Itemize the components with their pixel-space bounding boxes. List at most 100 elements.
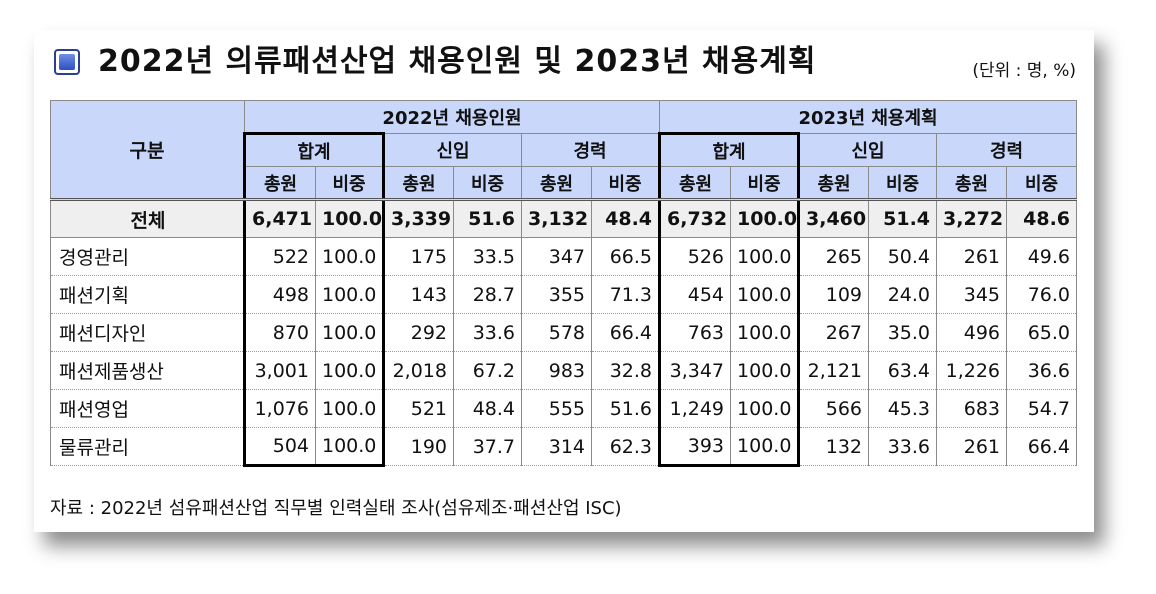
cell-count: 393: [658, 427, 732, 467]
cell-count: 526: [658, 237, 732, 276]
cell-count: 3,001: [243, 351, 316, 390]
cell-ratio: 35.0: [868, 313, 938, 352]
header-col-count: 총원: [383, 166, 454, 200]
cell-count: 355: [521, 275, 592, 314]
cell-ratio: 66.4: [590, 313, 661, 352]
header-col-count: 총원: [521, 166, 592, 200]
cell-ratio: 24.0: [868, 275, 938, 314]
cell-ratio: 100.0: [730, 237, 801, 276]
cell-count: 345: [936, 275, 1008, 314]
cell-count: 314: [521, 427, 592, 466]
cell-count: 2,018: [383, 351, 454, 390]
cell-count: 265: [798, 237, 870, 276]
header-col-count: 총원: [798, 166, 870, 200]
cell-ratio: 100.0: [730, 198, 801, 238]
cell-ratio: 36.6: [1006, 351, 1078, 390]
cell-count: 683: [936, 389, 1008, 428]
cell-ratio: 76.0: [1006, 275, 1078, 314]
cell-count: 261: [936, 237, 1008, 276]
cell-ratio: 51.4: [868, 198, 938, 238]
cell-ratio: 32.8: [590, 351, 661, 390]
cell-ratio: 33.6: [868, 427, 938, 466]
cell-ratio: 100.0: [730, 275, 801, 314]
header-group-2022: 2022년 채용인원: [243, 100, 661, 134]
cell-count: 132: [798, 427, 870, 466]
cell-ratio: 100.0: [315, 389, 385, 428]
header-col-count: 총원: [936, 166, 1008, 200]
table-row: 경영관리 522 100.0 175 33.5 347 66.5 526 100.0 265 50.…: [50, 237, 1078, 276]
table-row: 패션영업 1,076 100.0 521 48.4 555 51.6 1,249 100.0 56…: [50, 389, 1078, 428]
row-label: 전체: [50, 198, 245, 238]
square-bullet-icon: [54, 49, 80, 75]
cell-count: 1,076: [243, 389, 316, 428]
row-label: 경영관리: [50, 237, 245, 276]
header-col-ratio: 비중: [590, 166, 661, 200]
header-2023-new: 신입: [798, 133, 938, 167]
cell-count: 763: [658, 313, 732, 352]
cell-count: 143: [383, 275, 454, 314]
cell-count: 870: [243, 313, 316, 352]
cell-count: 454: [658, 275, 732, 314]
cell-count: 3,132: [521, 198, 592, 238]
row-label: 물류관리: [50, 427, 245, 466]
cell-ratio: 66.4: [1006, 427, 1078, 466]
cell-count: 261: [936, 427, 1008, 466]
report-card: 2022년 의류패션산업 채용인원 및 2023년 채용계획 (단위 : 명, …: [34, 30, 1094, 532]
cell-count: 3,339: [383, 198, 454, 238]
cell-count: 504: [243, 427, 316, 467]
cell-count: 1,226: [936, 351, 1008, 390]
header-2023-career: 경력: [936, 133, 1078, 167]
row-label: 패션기획: [50, 275, 245, 314]
header-col-ratio: 비중: [868, 166, 938, 200]
header-col-ratio: 비중: [315, 166, 385, 200]
cell-count: 109: [798, 275, 870, 314]
cell-ratio: 49.6: [1006, 237, 1078, 276]
source-note: 자료 : 2022년 섬유패션산업 직무별 인력실태 조사(섬유제조·패션산업 …: [50, 498, 622, 519]
cell-ratio: 51.6: [453, 198, 522, 238]
cell-ratio: 100.0: [730, 427, 801, 467]
cell-count: 3,460: [798, 198, 870, 238]
recruitment-table: 구분 2022년 채용인원 2023년 채용계획 합계 신입 경력 합계 신입 …: [50, 100, 1078, 467]
cell-ratio: 33.5: [453, 237, 522, 276]
cell-ratio: 50.4: [868, 237, 938, 276]
cell-count: 498: [243, 275, 316, 314]
cell-count: 3,272: [936, 198, 1008, 238]
cell-count: 2,121: [798, 351, 870, 390]
cell-ratio: 48.4: [453, 389, 522, 428]
cell-ratio: 28.7: [453, 275, 522, 314]
cell-count: 190: [383, 427, 454, 466]
header-col-ratio: 비중: [730, 166, 801, 200]
row-label: 패션제품생산: [50, 351, 245, 390]
row-label: 패션디자인: [50, 313, 245, 352]
cell-ratio: 100.0: [315, 275, 385, 314]
header-col-ratio: 비중: [1006, 166, 1078, 200]
table-body: 전체 6,471 100.0 3,339 51.6 3,132 48.4 6,732 100.0…: [50, 198, 1078, 467]
cell-count: 3,347: [658, 351, 732, 390]
cell-count: 566: [798, 389, 870, 428]
cell-ratio: 45.3: [868, 389, 938, 428]
cell-ratio: 63.4: [868, 351, 938, 390]
header-2022-new: 신입: [383, 133, 522, 167]
page-title: 2022년 의류패션산업 채용인원 및 2023년 채용계획: [98, 44, 817, 79]
header-group-2023: 2023년 채용계획: [659, 100, 1078, 134]
cell-count: 292: [383, 313, 454, 352]
header-2023-total: 합계: [658, 132, 801, 167]
cell-count: 347: [521, 237, 592, 276]
cell-ratio: 54.7: [1006, 389, 1078, 428]
cell-ratio: 37.7: [453, 427, 522, 466]
cell-count: 267: [798, 313, 870, 352]
cell-ratio: 51.6: [590, 389, 661, 428]
cell-ratio: 48.4: [590, 198, 661, 238]
cell-ratio: 48.6: [1006, 198, 1078, 238]
cell-count: 983: [521, 351, 592, 390]
header-col-count: 총원: [243, 166, 316, 200]
cell-count: 555: [521, 389, 592, 428]
header-col-ratio: 비중: [453, 166, 522, 200]
cell-ratio: 100.0: [315, 237, 385, 276]
cell-count: 6,471: [243, 198, 316, 238]
cell-ratio: 100.0: [730, 313, 801, 352]
cell-ratio: 100.0: [315, 313, 385, 352]
cell-count: 1,249: [658, 389, 732, 428]
row-label: 패션영업: [50, 389, 245, 428]
cell-ratio: 62.3: [590, 427, 661, 466]
